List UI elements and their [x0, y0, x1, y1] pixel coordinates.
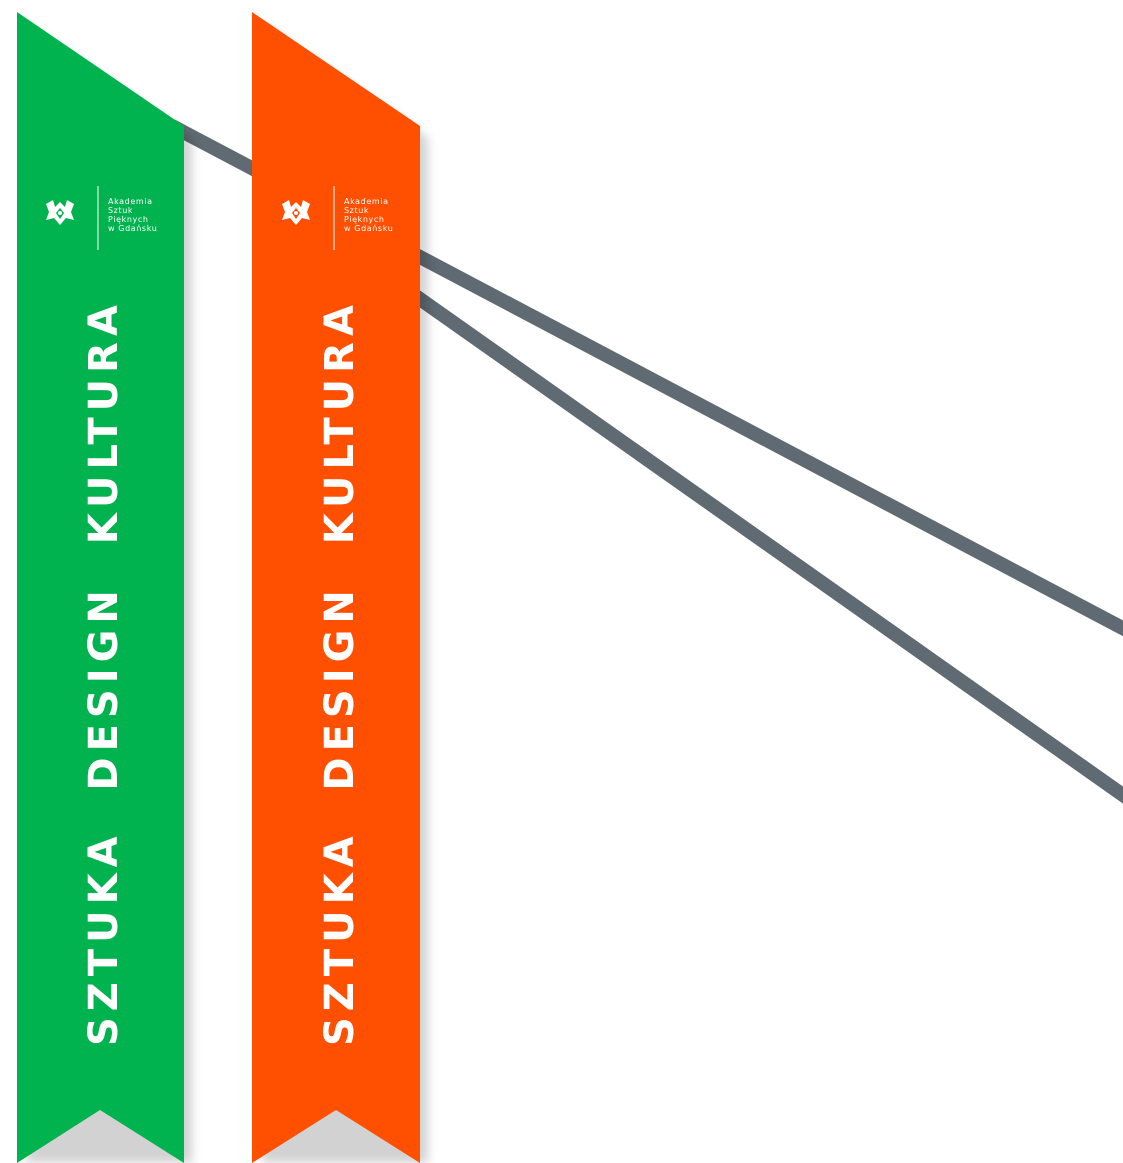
logo-line-1: Akademia: [344, 197, 389, 206]
logo-line-4: w Gdańsku: [108, 224, 157, 233]
logo-line-3: Pięknych: [344, 215, 385, 224]
crest-icon: [46, 200, 74, 225]
logo-line-2: Sztuk: [344, 206, 369, 215]
ribbon-green-shape: [17, 12, 184, 1163]
strap-lower: [405, 286, 1123, 804]
logo: Akademia Sztuk Pięknych w Gdańsku: [46, 186, 157, 250]
logo-line-3: Pięknych: [108, 215, 149, 224]
ribbon-green: Akademia Sztuk Pięknych w Gdańsku SZTUKA…: [17, 12, 184, 1163]
logo-line-2: Sztuk: [108, 206, 133, 215]
ribbon-tagline: SZTUKA DESIGN KULTURA: [317, 299, 363, 1046]
ribbon-orange-shape: [252, 12, 420, 1163]
ribbon-tagline: SZTUKA DESIGN KULTURA: [81, 299, 127, 1046]
logo-line-4: w Gdańsku: [344, 224, 393, 233]
ribbon-orange: Akademia Sztuk Pięknych w Gdańsku SZTUKA…: [252, 12, 420, 1163]
crest-icon: [282, 200, 310, 225]
logo: Akademia Sztuk Pięknych w Gdańsku: [282, 186, 393, 250]
logo-line-1: Akademia: [108, 197, 153, 206]
